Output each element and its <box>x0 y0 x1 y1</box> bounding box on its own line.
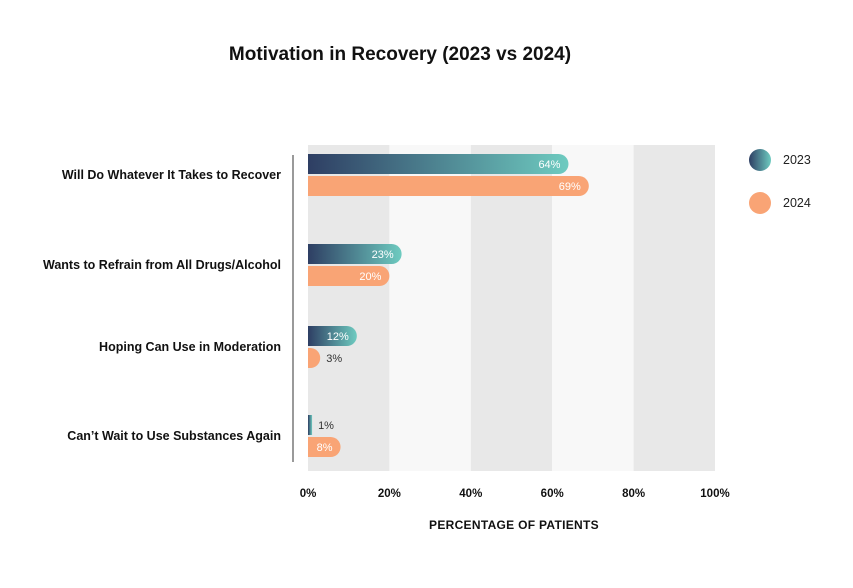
x-tick-label: 20% <box>378 488 401 500</box>
bar-2024-2 <box>308 348 321 368</box>
legend-label: 2023 <box>783 153 811 167</box>
data-label: 69% <box>559 181 581 193</box>
grid-band <box>552 145 634 471</box>
legend-swatch-2024 <box>749 192 771 214</box>
x-tick-label: 80% <box>622 488 645 500</box>
x-tick-label: 60% <box>541 488 564 500</box>
category-label: Will Do Whatever It Takes to Recover <box>62 168 281 182</box>
x-tick-label: 0% <box>300 488 317 500</box>
data-label: 64% <box>538 159 560 171</box>
bar-2023-1 <box>308 244 402 264</box>
data-label: 23% <box>372 249 394 261</box>
bar-2023-3 <box>308 415 313 435</box>
grid-band <box>389 145 471 471</box>
data-label: 3% <box>326 353 342 365</box>
x-axis-label: PERCENTAGE OF PATIENTS <box>429 518 599 532</box>
chart-title: Motivation in Recovery (2023 vs 2024) <box>228 44 572 65</box>
data-label: 8% <box>317 442 333 454</box>
legend-swatch-2023 <box>749 149 771 171</box>
legend-label: 2024 <box>783 196 811 210</box>
data-label: 1% <box>318 420 334 432</box>
data-label: 20% <box>359 271 381 283</box>
x-tick-label: 100% <box>700 488 729 500</box>
bar-2024-3 <box>308 437 341 457</box>
bar-2023-2 <box>308 326 357 346</box>
category-label: Can’t Wait to Use Substances Again <box>67 429 281 443</box>
category-label: Wants to Refrain from All Drugs/Alcohol <box>43 258 281 272</box>
category-label: Hoping Can Use in Moderation <box>99 340 281 354</box>
grid-band <box>633 145 715 471</box>
bar-2024-0 <box>307 176 589 196</box>
grid-band <box>470 145 553 471</box>
x-tick-label: 40% <box>459 488 482 500</box>
data-label: 12% <box>327 331 349 343</box>
grid-band <box>308 145 390 471</box>
bar-2024-1 <box>308 266 390 286</box>
bar-2023-0 <box>308 154 569 174</box>
